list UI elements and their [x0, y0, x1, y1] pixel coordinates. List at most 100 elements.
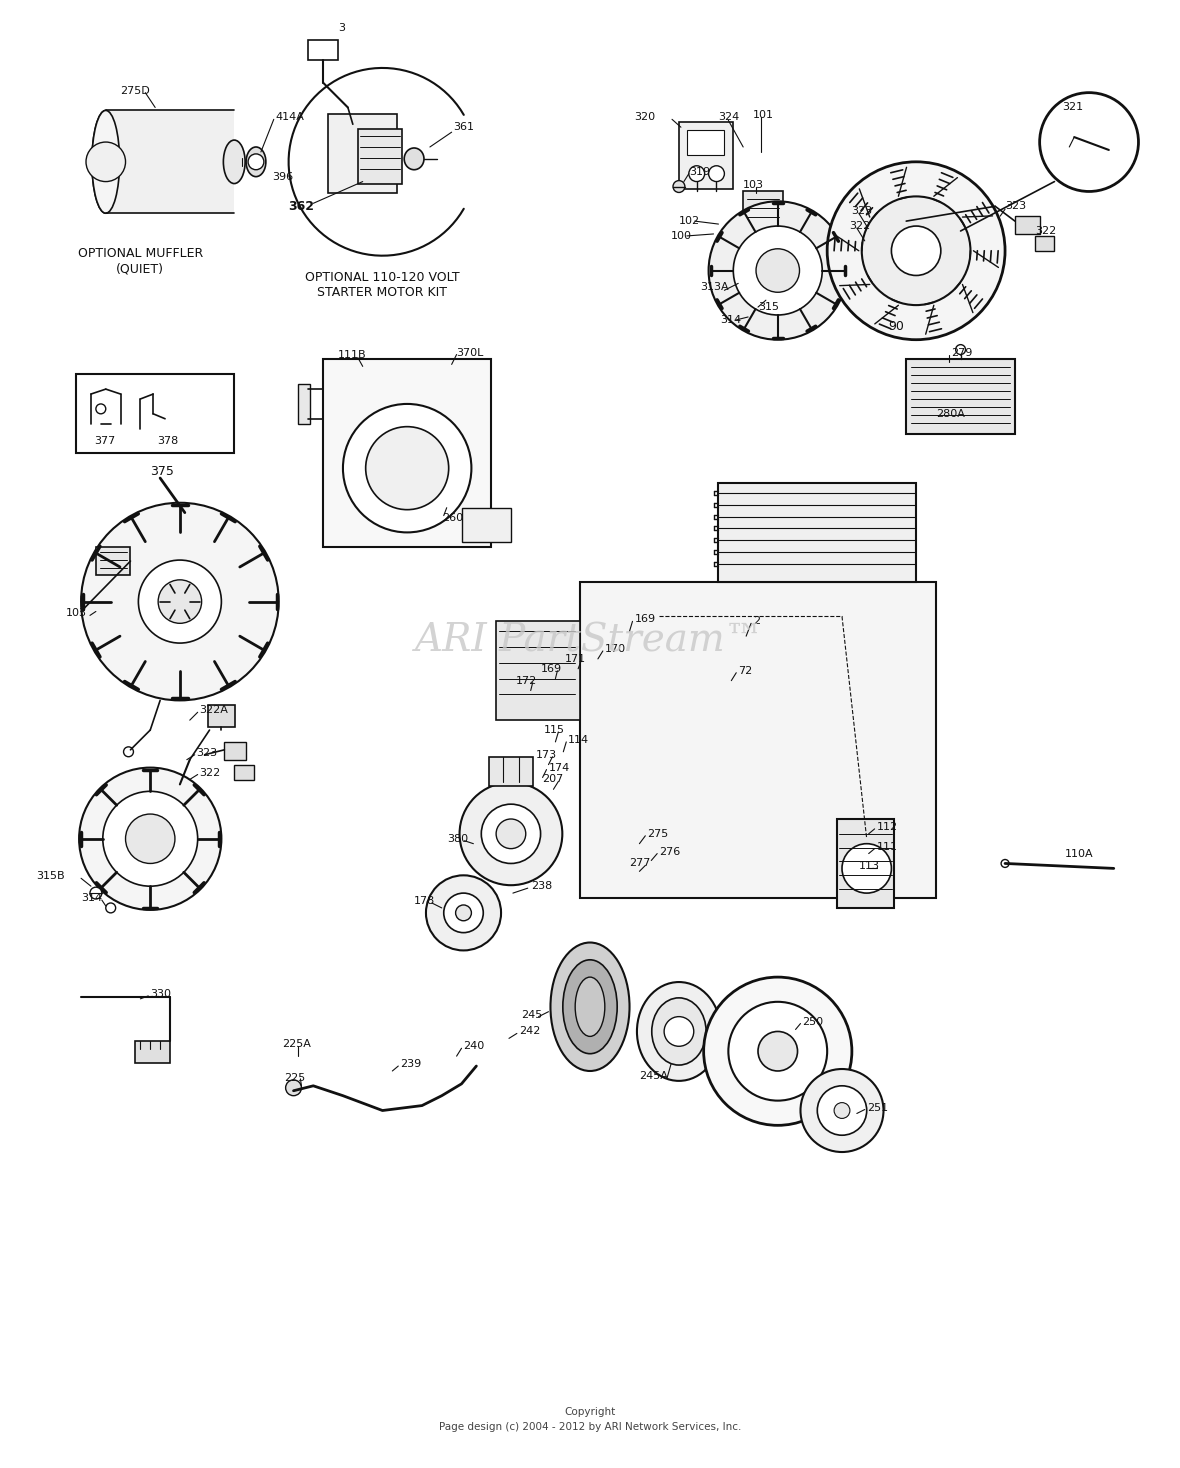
Text: 322: 322 — [848, 222, 870, 230]
Text: 114: 114 — [569, 735, 589, 744]
Text: 103: 103 — [743, 179, 765, 189]
Text: 320: 320 — [635, 113, 656, 122]
Text: 225A: 225A — [282, 1039, 310, 1050]
Text: 245A: 245A — [640, 1072, 668, 1080]
Circle shape — [1040, 92, 1139, 191]
Text: 260: 260 — [441, 512, 463, 523]
Text: STARTER MOTOR KIT: STARTER MOTOR KIT — [317, 286, 447, 299]
Text: 173: 173 — [536, 750, 557, 760]
Text: 314: 314 — [81, 893, 103, 903]
Text: 276: 276 — [660, 847, 681, 857]
Circle shape — [444, 893, 484, 932]
Text: 361: 361 — [453, 122, 474, 132]
Circle shape — [708, 166, 725, 182]
Circle shape — [496, 819, 526, 849]
Circle shape — [248, 154, 264, 170]
Text: 322: 322 — [1035, 226, 1056, 236]
Text: Copyright: Copyright — [564, 1406, 616, 1417]
Text: 113: 113 — [859, 862, 880, 872]
Text: 323: 323 — [851, 206, 872, 216]
Circle shape — [827, 161, 1005, 339]
Circle shape — [818, 1086, 866, 1135]
Circle shape — [673, 181, 684, 192]
Text: 250: 250 — [802, 1016, 824, 1026]
Circle shape — [81, 502, 278, 700]
Text: 362: 362 — [289, 200, 315, 213]
Text: 377: 377 — [94, 436, 116, 446]
Polygon shape — [581, 581, 936, 898]
Bar — [224, 741, 247, 760]
Circle shape — [106, 903, 116, 913]
Text: 396: 396 — [271, 172, 293, 182]
Circle shape — [103, 791, 198, 887]
Text: 319: 319 — [689, 167, 710, 176]
Ellipse shape — [637, 982, 721, 1080]
Ellipse shape — [405, 148, 424, 170]
Text: 169: 169 — [540, 664, 562, 674]
Text: 315: 315 — [758, 302, 779, 313]
Circle shape — [756, 248, 800, 292]
Bar — [906, 360, 1015, 433]
Bar — [490, 756, 532, 787]
Text: 111: 111 — [877, 841, 898, 851]
Ellipse shape — [551, 942, 629, 1072]
Text: 171: 171 — [565, 653, 586, 664]
Circle shape — [366, 427, 448, 509]
Bar — [208, 705, 235, 727]
Text: 239: 239 — [400, 1058, 421, 1069]
Circle shape — [90, 887, 101, 898]
Bar — [1035, 236, 1055, 251]
Circle shape — [861, 197, 970, 305]
Text: 275: 275 — [648, 829, 669, 838]
Text: 324: 324 — [719, 113, 740, 122]
Text: 375: 375 — [150, 465, 175, 477]
Bar — [837, 819, 894, 907]
Ellipse shape — [563, 960, 617, 1054]
Text: 90: 90 — [889, 320, 904, 333]
Circle shape — [138, 561, 222, 643]
Bar — [496, 621, 581, 721]
Text: 207: 207 — [543, 775, 564, 784]
Text: ARI PartStream™: ARI PartStream™ — [415, 622, 765, 659]
Text: 279: 279 — [951, 348, 972, 358]
Text: 100: 100 — [671, 230, 691, 241]
Circle shape — [96, 404, 106, 414]
Circle shape — [124, 747, 133, 756]
Bar — [96, 548, 131, 575]
Bar — [328, 115, 398, 194]
Circle shape — [689, 166, 704, 182]
Circle shape — [158, 580, 202, 624]
Text: OPTIONAL MUFFLER: OPTIONAL MUFFLER — [78, 247, 203, 260]
Text: 313A: 313A — [701, 282, 729, 292]
Text: 245: 245 — [520, 1010, 542, 1020]
Text: 111B: 111B — [337, 349, 367, 360]
Text: 322: 322 — [199, 768, 221, 778]
Bar — [687, 131, 725, 156]
Polygon shape — [719, 483, 916, 581]
Circle shape — [834, 1102, 850, 1119]
Circle shape — [455, 904, 472, 920]
Text: 2: 2 — [753, 617, 760, 627]
Text: 115: 115 — [544, 725, 564, 735]
Text: 321: 321 — [1062, 103, 1083, 113]
Text: 242: 242 — [519, 1026, 540, 1036]
Text: 3: 3 — [337, 23, 345, 34]
Text: 330: 330 — [150, 989, 171, 998]
Circle shape — [343, 404, 472, 533]
Text: OPTIONAL 110-120 VOLT: OPTIONAL 110-120 VOLT — [306, 272, 460, 283]
Text: 314: 314 — [721, 316, 741, 324]
Circle shape — [664, 1017, 694, 1047]
Text: 315B: 315B — [37, 872, 65, 881]
Circle shape — [758, 1032, 798, 1072]
Bar — [678, 122, 733, 189]
Bar — [743, 191, 782, 226]
Bar — [461, 508, 511, 542]
Text: 238: 238 — [531, 881, 552, 891]
Circle shape — [956, 345, 965, 354]
Circle shape — [708, 201, 847, 339]
Text: 380: 380 — [447, 834, 467, 844]
Bar — [358, 129, 402, 184]
Text: 172: 172 — [516, 675, 537, 686]
Circle shape — [800, 1069, 884, 1152]
Ellipse shape — [92, 110, 119, 213]
